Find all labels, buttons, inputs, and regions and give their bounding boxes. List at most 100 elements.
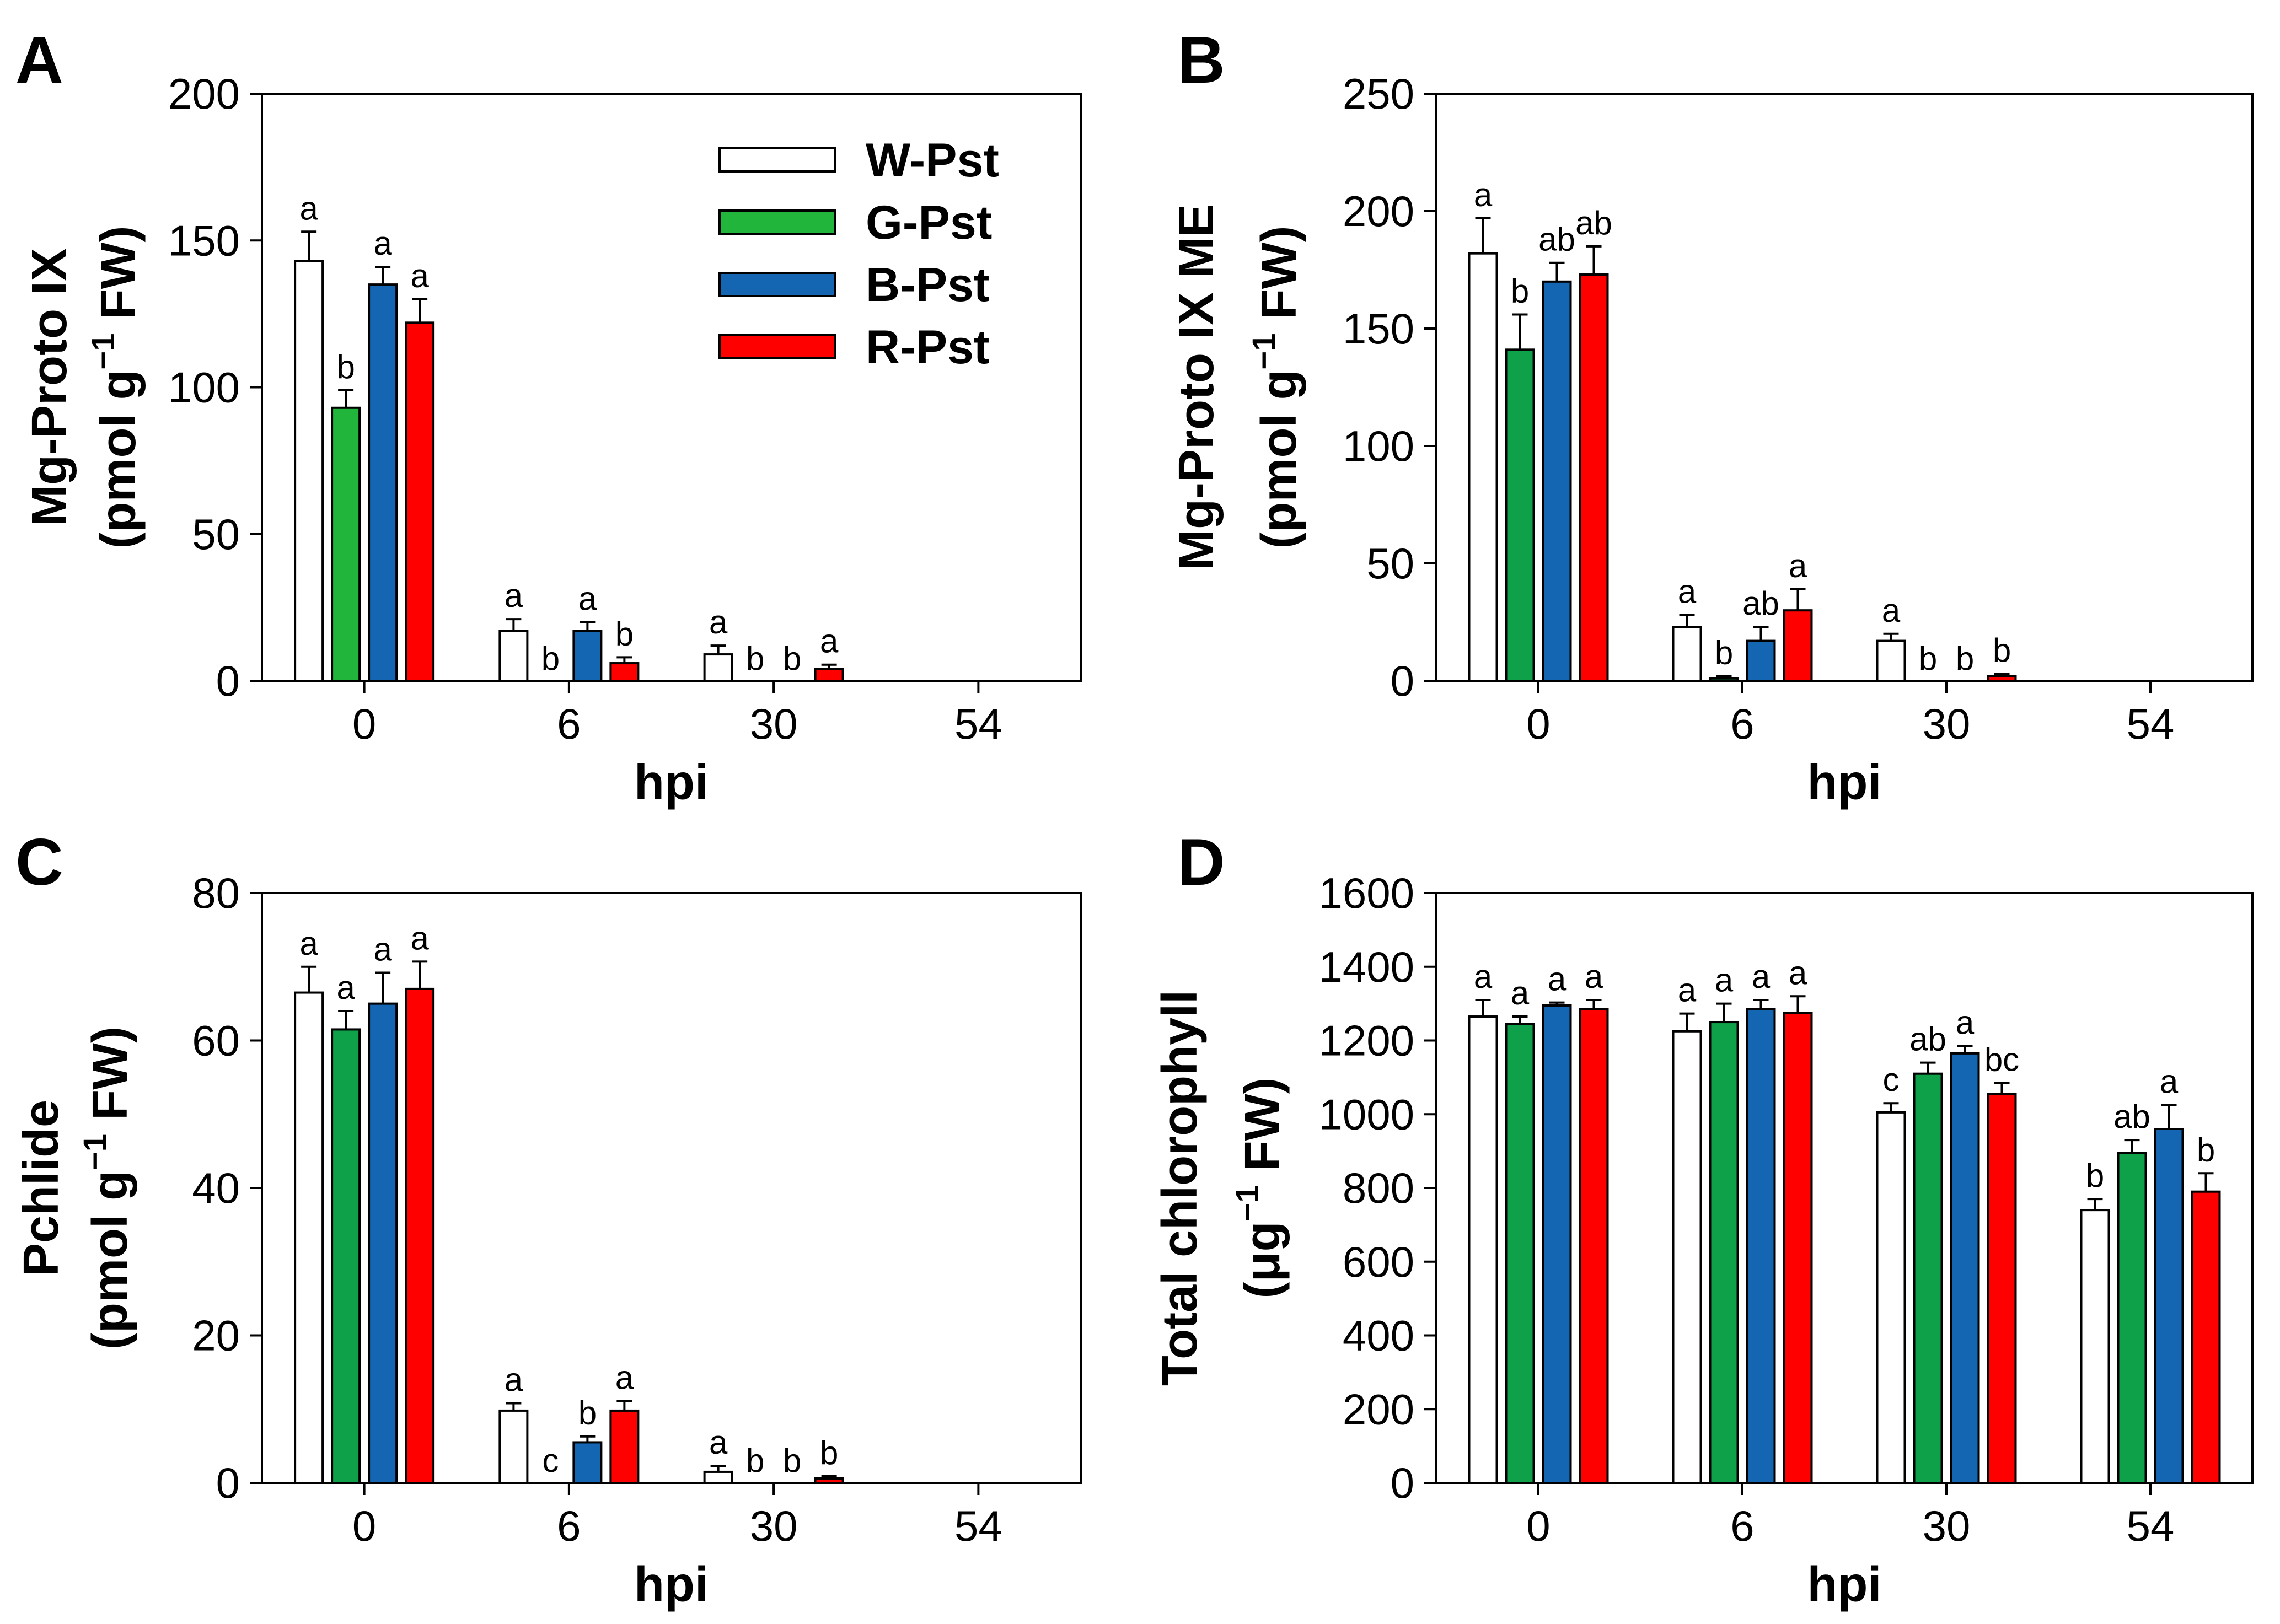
y-tick-label: 200 — [1343, 187, 1414, 235]
significance-label: b — [746, 1442, 764, 1479]
significance-label: ab — [1575, 205, 1612, 241]
legend-swatch-g-pst — [718, 209, 836, 235]
x-tick-label: 6 — [557, 700, 581, 748]
significance-label: a — [1789, 954, 1807, 991]
significance-label: b — [336, 348, 355, 385]
y-tick-label: 1400 — [1318, 943, 1414, 991]
bar-g-pst-30hpi — [1913, 1072, 1943, 1484]
significance-label: a — [1678, 972, 1697, 1009]
y-axis-unit-exponent: −1 — [85, 333, 121, 369]
significance-label: a — [709, 604, 728, 641]
legend-label-g-pst: G-Pst — [866, 196, 992, 249]
bar-b-pst-6hpi — [572, 1441, 603, 1484]
y-tick-label: 200 — [168, 69, 240, 118]
y-tick-label: 1000 — [1318, 1090, 1414, 1138]
y-tick-label: 20 — [192, 1311, 240, 1360]
bar-w-pst-0hpi — [1468, 252, 1498, 682]
significance-label: a — [410, 919, 429, 956]
bar-g-pst-0hpi — [331, 406, 361, 682]
y-axis-unit-suffix: FW) — [1235, 1077, 1290, 1185]
significance-label: a — [373, 931, 392, 967]
panel-letter: B — [1177, 23, 1225, 97]
y-axis-unit: (pmol g — [83, 1170, 138, 1349]
y-axis-title-line1: Pchlide — [14, 1100, 69, 1276]
y-tick-label: 0 — [216, 657, 240, 705]
bar-g-pst-0hpi — [1505, 348, 1535, 682]
panel-letter: D — [1177, 825, 1225, 899]
significance-label: a — [1715, 962, 1734, 999]
x-tick-label: 6 — [1730, 700, 1754, 748]
y-tick-label: 80 — [192, 869, 240, 917]
bar-g-pst-0hpi — [1505, 1023, 1535, 1484]
significance-label: ab — [1909, 1021, 1946, 1058]
bar-r-pst-6hpi — [1783, 609, 1813, 682]
x-tick-label: 54 — [954, 700, 1002, 748]
y-tick-label: 400 — [1343, 1311, 1414, 1360]
bar-g-pst-54hpi — [2117, 1152, 2147, 1484]
legend-label-w-pst: W-Pst — [866, 134, 999, 187]
bar-w-pst-0hpi — [1468, 1015, 1498, 1484]
x-tick-label: 30 — [1923, 700, 1971, 748]
y-tick-label: 1600 — [1318, 869, 1414, 917]
significance-label: a — [1678, 573, 1697, 610]
legend-swatch-r-pst — [718, 334, 836, 359]
legend-label-r-pst: R-Pst — [866, 321, 990, 374]
y-tick-label: 150 — [1343, 304, 1414, 353]
significance-label: b — [541, 640, 560, 677]
legend-label-b-pst: B-Pst — [866, 259, 990, 311]
significance-label: b — [1715, 634, 1733, 671]
panel-letter: A — [15, 23, 63, 97]
significance-label: b — [746, 640, 764, 677]
bar-r-pst-6hpi — [1783, 1012, 1813, 1484]
significance-label: b — [1993, 632, 2011, 669]
significance-label: a — [1474, 176, 1493, 213]
y-axis-unit: (pmol g — [1252, 370, 1307, 549]
significance-label: a — [299, 190, 318, 227]
y-axis-unit-exponent: −1 — [1246, 333, 1282, 369]
x-axis-title: hpi — [1807, 1557, 1882, 1612]
bar-b-pst-30hpi — [1950, 1052, 1980, 1484]
y-tick-label: 250 — [1343, 69, 1414, 118]
x-tick-label: 54 — [2127, 700, 2175, 748]
significance-label: b — [578, 1395, 597, 1432]
significance-label: c — [542, 1442, 559, 1479]
significance-label: c — [1883, 1061, 1900, 1098]
panel-b: B 0 50 100 150 200 250 0 6 30 54 hpi Mg-Proto IX ME (… — [1169, 23, 2254, 810]
y-axis-title-line2: (pmol g−1 FW) — [77, 1026, 138, 1349]
significance-label: b — [615, 615, 634, 652]
y-axis-title-line1: Total chlorophyll — [1152, 990, 1208, 1386]
y-tick-label: 150 — [168, 216, 240, 265]
significance-label: a — [1585, 958, 1603, 995]
significance-label: a — [373, 225, 392, 262]
y-tick-label: 800 — [1343, 1164, 1414, 1212]
significance-label: a — [336, 969, 355, 1006]
bar-g-pst-6hpi — [1709, 1021, 1739, 1484]
significance-label: b — [1919, 640, 1937, 677]
panel-d: D 0 200 400 600 800 1000 1200 1400 1600 0 6 30 54 hpi T… — [1152, 825, 2254, 1612]
y-axis-title-line1: Mg-Proto IX — [22, 248, 77, 526]
significance-label: a — [615, 1359, 634, 1396]
significance-label: b — [1511, 272, 1529, 309]
y-tick-label: 1200 — [1318, 1017, 1414, 1065]
significance-label: a — [1548, 961, 1567, 998]
significance-label: a — [1882, 592, 1901, 629]
bar-b-pst-54hpi — [2154, 1128, 2184, 1484]
y-axis-unit: (pmol g — [91, 370, 146, 549]
x-axis-title: hpi — [1807, 755, 1882, 810]
significance-label: a — [820, 623, 839, 660]
x-tick-label: 0 — [1526, 1502, 1550, 1550]
bar-w-pst-30hpi — [703, 1470, 733, 1484]
x-tick-label: 54 — [954, 1502, 1002, 1550]
y-axis-unit-suffix: FW) — [1252, 226, 1307, 334]
bar-g-pst-6hpi — [1709, 677, 1739, 682]
significance-label: ab — [2113, 1098, 2150, 1135]
significance-label: b — [783, 1442, 801, 1479]
bar-b-pst-0hpi — [368, 1002, 398, 1484]
y-axis-title-line2: (pmol g−1 FW) — [1246, 226, 1307, 549]
bar-b-pst-0hpi — [1542, 1004, 1572, 1484]
y-tick-label: 50 — [192, 510, 240, 558]
significance-label: a — [1474, 958, 1493, 995]
panel-letter: C — [15, 825, 63, 899]
